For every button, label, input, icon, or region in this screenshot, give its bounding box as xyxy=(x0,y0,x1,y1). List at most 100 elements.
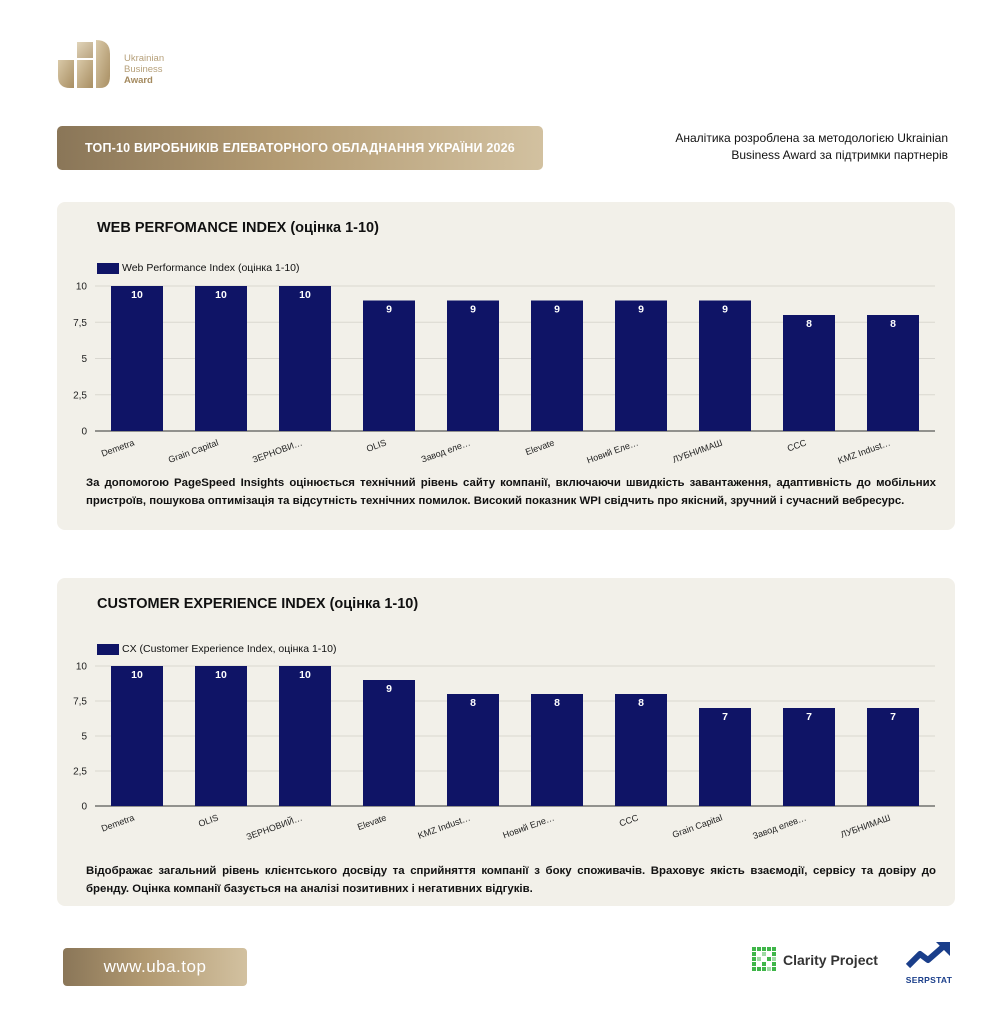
x-tick-label: CCC xyxy=(786,437,808,453)
y-tick-label: 10 xyxy=(76,662,88,673)
x-tick-label: Завод еле… xyxy=(420,437,472,464)
bar-value-label: 7 xyxy=(890,711,896,723)
bar-value-label: 9 xyxy=(386,683,392,695)
bar xyxy=(699,708,751,806)
x-tick-label: OLIS xyxy=(365,437,388,453)
bar xyxy=(531,300,583,431)
y-tick-label: 2,5 xyxy=(73,767,87,778)
methodology-note: Аналітика розроблена за методологією Ukr… xyxy=(675,131,948,162)
y-tick-label: 10 xyxy=(76,282,88,293)
bar xyxy=(783,315,835,431)
clarity-project-label: Clarity Project xyxy=(783,952,878,968)
web-performance-title: WEB PERFOMANCE INDEX (оцінка 1-10) xyxy=(97,220,379,236)
chart-legend: CX (Customer Experience Index, оцінка 1-… xyxy=(97,643,336,655)
x-tick-label: Elevate xyxy=(524,437,556,457)
x-tick-label: KMZ Indust… xyxy=(417,812,472,840)
bar-value-label: 8 xyxy=(806,318,812,330)
bar xyxy=(699,300,751,431)
serpstat-label: SERPSTAT xyxy=(905,975,953,985)
x-tick-label: OLIS xyxy=(197,812,220,828)
x-tick-label: Demetra xyxy=(100,812,136,833)
bar xyxy=(615,300,667,431)
bar-value-label: 7 xyxy=(722,711,728,723)
chart-legend: Web Performance Index (оцінка 1-10) xyxy=(97,262,300,274)
serpstat-chart-icon xyxy=(905,942,950,969)
x-tick-label: ЛУБНИМАШ xyxy=(839,812,892,839)
y-tick-label: 0 xyxy=(81,802,87,813)
x-tick-label: ЗЕРНОВИ… xyxy=(251,437,304,464)
bar-value-label: 8 xyxy=(890,318,896,330)
y-tick-label: 2,5 xyxy=(73,390,87,401)
bar xyxy=(531,694,583,806)
bar-value-label: 9 xyxy=(386,304,392,316)
x-tick-label: Grain Capital xyxy=(167,437,220,464)
bar xyxy=(447,694,499,806)
bar xyxy=(363,300,415,431)
bar-value-label: 9 xyxy=(554,304,560,316)
bar-value-label: 10 xyxy=(215,289,227,301)
bar xyxy=(867,315,919,431)
logo-line-3: Award xyxy=(124,75,153,86)
bar-value-label: 10 xyxy=(131,669,143,681)
bar-value-label: 10 xyxy=(299,669,311,681)
bar xyxy=(195,286,247,431)
x-tick-label: CCC xyxy=(618,812,640,828)
website-link[interactable]: www.uba.top xyxy=(63,948,247,986)
y-tick-label: 5 xyxy=(81,354,87,365)
serpstat-logo: SERPSTAT xyxy=(902,940,956,985)
bar-value-label: 9 xyxy=(638,304,644,316)
clarity-project-logo: Clarity Project xyxy=(752,947,878,973)
bar xyxy=(447,300,499,431)
customer-experience-panel: CUSTOMER EXPERIENCE INDEX (оцінка 1-10) … xyxy=(57,578,955,906)
legend-swatch xyxy=(97,262,119,274)
bar xyxy=(615,694,667,806)
bar xyxy=(867,708,919,806)
bar-value-label: 8 xyxy=(638,697,644,709)
bar xyxy=(279,286,331,431)
bar xyxy=(783,708,835,806)
customer-experience-chart: 0 2,5 5 7,5 10 10 Demetra 10 OLIS 10 ЗЕРНОВИЙ… 9 Ele… xyxy=(73,662,935,842)
x-tick-label: Завод елев… xyxy=(751,812,807,841)
customer-experience-title: CUSTOMER EXPERIENCE INDEX (оцінка 1-10) xyxy=(97,596,419,612)
bar-value-label: 7 xyxy=(806,711,812,723)
customer-experience-description: Відображає загальний рівень клієнтського… xyxy=(86,865,936,895)
legend-label: Web Performance Index (оцінка 1-10) xyxy=(122,262,300,274)
x-tick-label: Новий Еле… xyxy=(501,812,555,840)
x-tick-label: Elevate xyxy=(356,812,388,832)
bar xyxy=(111,666,163,806)
logo-wordmark: Ukrainian Business Award xyxy=(124,53,164,86)
legend-swatch xyxy=(97,643,119,655)
web-performance-panel: WEB PERFOMANCE INDEX (оцінка 1-10) Web P… xyxy=(57,202,955,530)
page-title: ТОП-10 ВИРОБНИКІВ ЕЛЕВАТОРНОГО ОБЛАДНАНН… xyxy=(85,141,515,155)
bar-value-label: 9 xyxy=(470,304,476,316)
bar xyxy=(111,286,163,431)
ukrainian-business-award-logo: Ukrainian Business Award xyxy=(56,36,196,94)
website-url: www.uba.top xyxy=(103,957,207,976)
bar xyxy=(279,666,331,806)
x-tick-label: ЗЕРНОВИЙ… xyxy=(245,812,304,842)
x-tick-label: Demetra xyxy=(100,437,136,458)
web-performance-description: За допомогою PageSpeed Insights оцінюєть… xyxy=(86,477,936,507)
web-performance-chart: 0 2,5 5 7,5 10 10 Demetra 10 Grain Capital 10 ЗЕРН… xyxy=(73,282,935,466)
x-tick-label: KMZ Indust… xyxy=(837,437,892,465)
x-tick-label: Новий Еле… xyxy=(585,437,639,465)
logo-line-1: Ukrainian xyxy=(124,53,165,64)
uba-logo-icon xyxy=(58,40,110,88)
x-tick-label: Grain Capital xyxy=(671,812,724,839)
y-tick-label: 7,5 xyxy=(73,318,87,329)
y-tick-label: 0 xyxy=(81,427,87,438)
bar-value-label: 10 xyxy=(215,669,227,681)
y-tick-label: 5 xyxy=(81,732,87,743)
bar-value-label: 8 xyxy=(470,697,476,709)
x-tick-label: ЛУБНИМАШ xyxy=(671,437,724,464)
clarity-grid-icon xyxy=(752,947,776,971)
logo-line-2: Business xyxy=(124,64,163,75)
bar xyxy=(195,666,247,806)
bar-value-label: 9 xyxy=(722,304,728,316)
page-title-banner: ТОП-10 ВИРОБНИКІВ ЕЛЕВАТОРНОГО ОБЛАДНАНН… xyxy=(57,126,543,170)
y-tick-label: 7,5 xyxy=(73,697,87,708)
bar-value-label: 10 xyxy=(299,289,311,301)
bar-value-label: 8 xyxy=(554,697,560,709)
legend-label: CX (Customer Experience Index, оцінка 1-… xyxy=(122,643,337,655)
bar xyxy=(363,680,415,806)
